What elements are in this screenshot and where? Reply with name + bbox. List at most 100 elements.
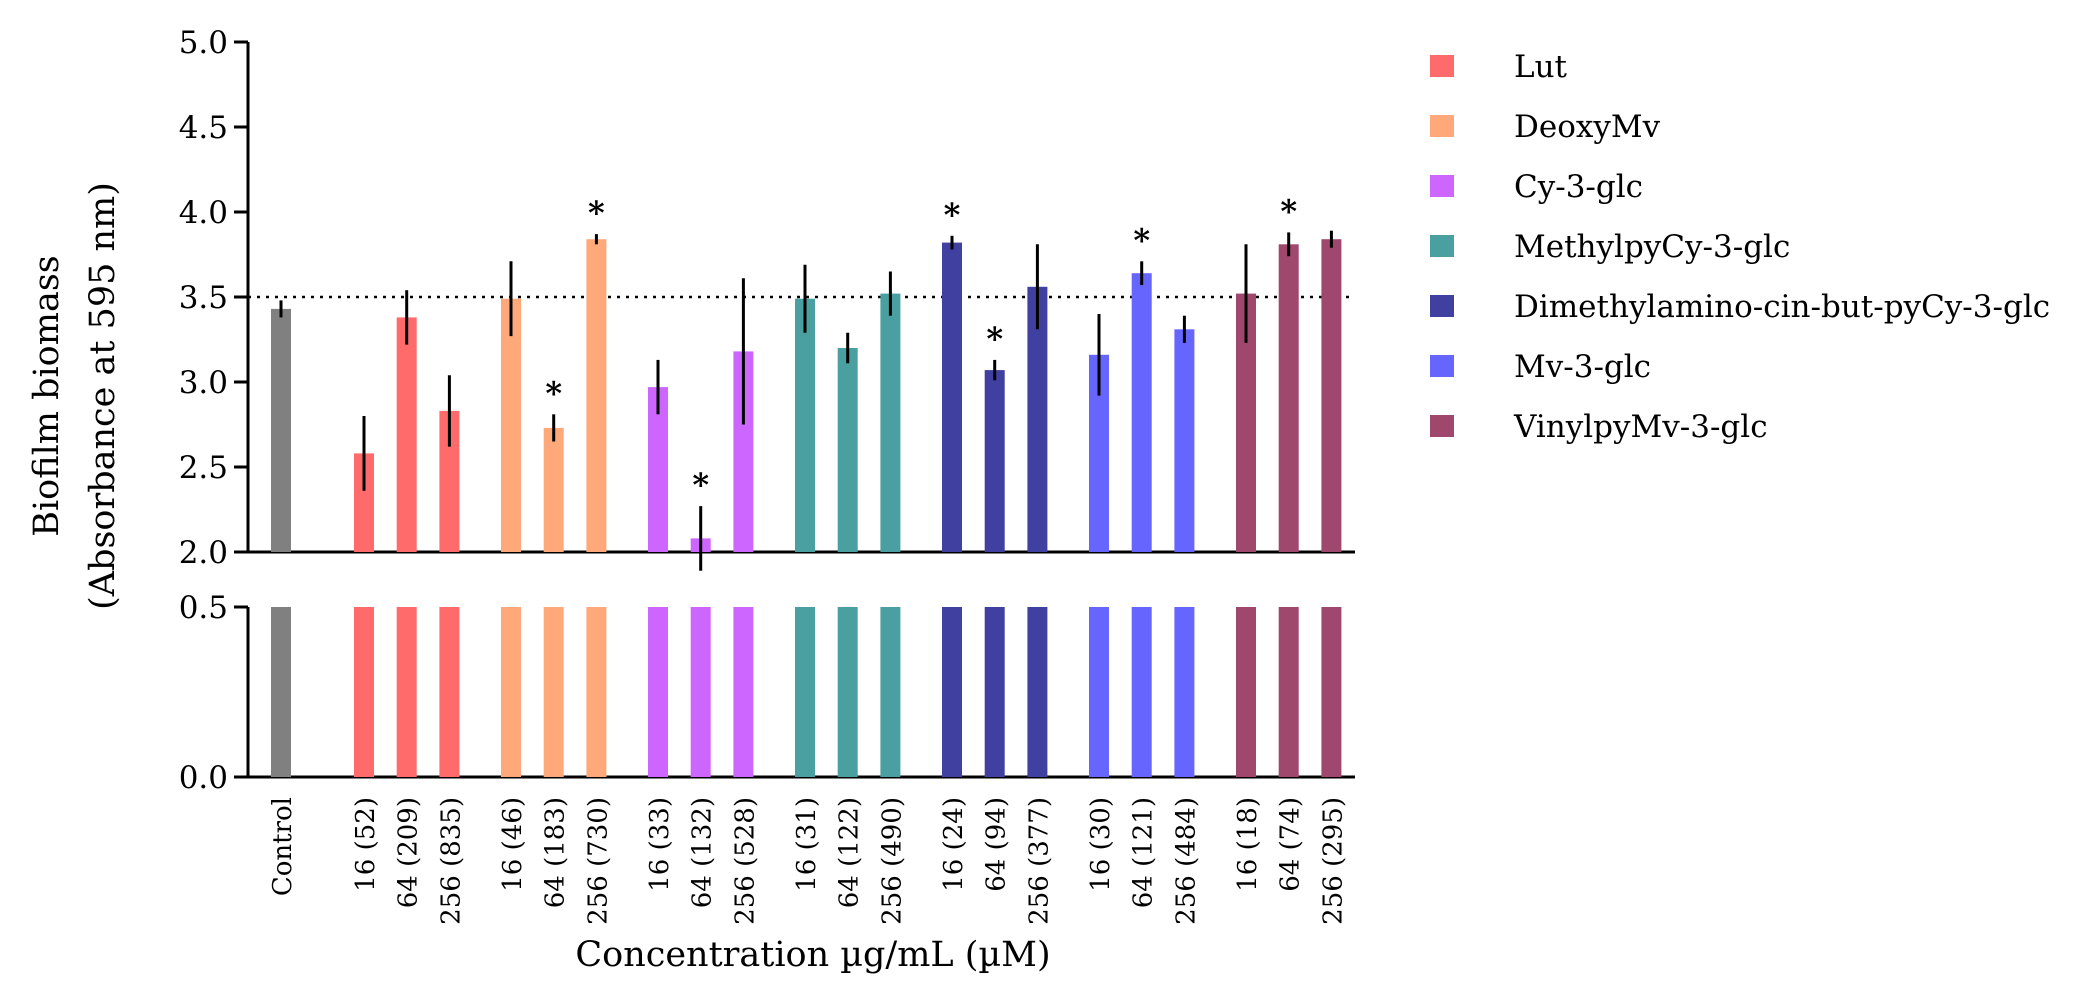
bar-upper [439,410,460,552]
bar-lower [690,607,711,777]
bar-lower [1321,607,1342,777]
legend-label: Mv-3-glc [1514,349,1651,385]
x-tick-label: 16 (24) [939,797,969,892]
significance-marker: * [1280,192,1297,230]
y-tick-label-upper: 2.5 [179,450,228,486]
bar-upper [501,298,521,552]
x-tick-label: 16 (33) [645,797,675,892]
x-tick-label: 64 (132) [688,797,718,908]
x-tick-label: 256 (377) [1024,797,1054,925]
bar-lower [942,607,962,777]
y-tick-label-lower: 0.0 [179,760,228,796]
x-tick-label: 256 (484) [1171,797,1201,925]
legend-label: Cy-3-glc [1514,169,1643,205]
labels-layer: Control 16 (52) 64 (209) 256 (835) 16 (46) * 6… [268,192,1348,924]
y-tick-label-upper: 4.5 [179,110,228,146]
significance-marker: * [692,466,709,504]
bar-upper [1131,273,1152,552]
bar-lower [354,607,374,777]
y-axis-title-line2: (Absorbance at 595 nm) [83,182,123,610]
x-tick-label: 64 (209) [394,797,424,908]
significance-marker: * [944,196,961,234]
x-tick-label: 64 (121) [1129,797,1159,908]
bar-upper [942,242,962,552]
legend-swatch [1430,235,1454,257]
legend-swatch [1430,55,1454,77]
x-axis-title: Concentration µg/mL (µM) [575,935,1050,975]
x-tick-label: Control [268,797,298,896]
bar-upper [1174,329,1195,552]
bar-lower [1027,607,1048,777]
bar-lower [795,607,815,777]
bar-upper [1321,239,1342,552]
axes-layer: 2.0 2.5 3.0 3.5 4.0 4.5 5.0 0.0 0.5 [179,25,1355,796]
x-tick-label: 64 (183) [541,797,571,908]
x-tick-label: 16 (18) [1233,797,1263,892]
x-tick-label: 256 (490) [877,797,907,925]
bar-lower [733,607,754,777]
x-tick-label: 16 (46) [498,797,528,892]
bar-upper [1236,293,1256,552]
bar-upper [837,348,858,552]
y-tick-label-upper: 3.0 [179,365,228,401]
bar-lower [439,607,460,777]
legend-swatch [1430,295,1454,317]
x-tick-label: 16 (30) [1086,797,1116,892]
y-tick-label-upper: 4.0 [179,195,228,231]
bar-lower [1278,607,1299,777]
x-tick-label: 64 (122) [835,797,865,908]
x-tick-label: 64 (94) [982,797,1012,892]
bar-upper [1089,354,1109,552]
significance-marker: * [545,374,562,412]
bar-lower [648,607,668,777]
bar-upper [733,351,754,552]
legend-swatch [1430,355,1454,377]
x-tick-label: 16 (31) [792,797,822,892]
bar-upper [271,308,291,552]
bar-lower [1174,607,1195,777]
x-tick-label: 16 (52) [351,797,381,892]
x-tick-label: 64 (74) [1276,797,1306,892]
bar-upper [543,427,564,552]
x-tick-label: 256 (730) [583,797,613,925]
legend-label: Lut [1514,49,1568,85]
bar-upper [396,317,417,552]
bar-upper [586,239,607,552]
y-tick-label-upper: 3.5 [179,280,228,316]
legend-label: MethylpyCy-3-glc [1514,229,1790,265]
bar-upper [880,293,901,552]
legend-label: DeoxyMv [1514,109,1661,145]
y-tick-label-upper: 2.0 [179,535,228,571]
bar-lower [837,607,858,777]
legend-swatch [1430,115,1454,137]
y-axis-title-line1: Biofilm biomass [27,255,67,537]
x-tick-label: 256 (295) [1318,797,1348,925]
legend: Lut DeoxyMv Cy-3-glc MethylpyCy-3-glc Dimeth… [1430,49,2050,445]
y-tick-label-lower: 0.5 [179,590,228,626]
significance-marker: * [986,320,1003,358]
legend-label: Dimethylamino-cin-but-pyCy-3-glc [1514,289,2050,325]
bar-lower [1089,607,1109,777]
y-tick-label-upper: 5.0 [179,25,228,61]
bar-lower [396,607,417,777]
legend-label: VinylpyMv-3-glc [1513,409,1768,445]
bar-upper [1027,286,1048,552]
bars-layer [271,230,1342,777]
significance-marker: * [588,194,605,232]
bar-lower [880,607,901,777]
bar-lower [586,607,607,777]
bar-upper [354,453,374,552]
bar-lower [984,607,1005,777]
bar-upper [648,387,668,552]
x-tick-label: 256 (835) [436,797,466,925]
bar-lower [501,607,521,777]
bar-upper [1278,244,1299,553]
bar-upper [795,298,815,552]
legend-swatch [1430,175,1454,197]
legend-swatch [1430,415,1454,437]
bar-lower [543,607,564,777]
bar-lower [271,607,291,777]
x-tick-label: 256 (528) [730,797,760,925]
bar-upper [984,370,1005,552]
